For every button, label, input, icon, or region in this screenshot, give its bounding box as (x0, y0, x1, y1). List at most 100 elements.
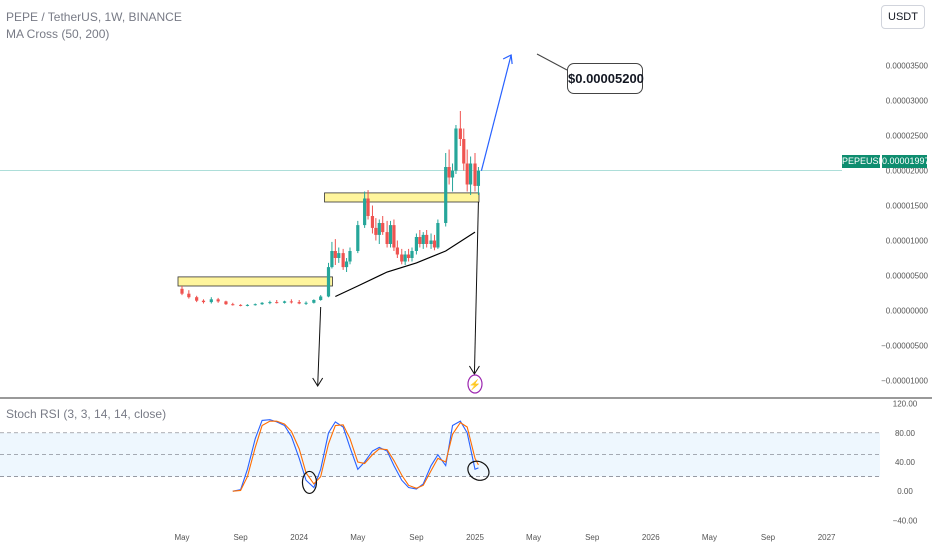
candle-body (395, 247, 399, 255)
candle-body (370, 216, 375, 228)
breakout-arrow-1 (317, 306, 322, 387)
stoch-axis-tick: −40.00 (893, 516, 918, 525)
candle-body (326, 267, 331, 297)
candle-body (462, 139, 466, 164)
x-axis-tick: May (702, 533, 717, 542)
price-axis-tick: 0.00003500 (886, 62, 929, 71)
candle-body (406, 254, 411, 258)
candle-body (282, 301, 287, 303)
candle-body (388, 225, 393, 244)
candle-body (421, 234, 425, 244)
candle-body (385, 232, 389, 244)
candle-body (289, 301, 293, 303)
price-axis-tick: 0.00002000 (886, 167, 929, 176)
stoch-axis-tick: 40.00 (895, 458, 916, 467)
candle-body (180, 288, 184, 294)
x-axis-tick: 2024 (290, 533, 308, 542)
candle-body (216, 299, 220, 302)
x-axis-tick: Sep (761, 533, 776, 542)
candle-body (414, 237, 418, 251)
candle-body (268, 302, 272, 304)
candle-body (260, 302, 264, 305)
x-axis-tick: May (350, 533, 365, 542)
candle-body (410, 251, 414, 258)
candle-body (381, 223, 385, 233)
candle-body (209, 299, 213, 303)
candle-body (363, 198, 367, 226)
candle-body (348, 251, 352, 262)
candle-body (239, 304, 243, 306)
candle-body (447, 167, 451, 178)
x-axis-tick: 2026 (642, 533, 660, 542)
candle-body (469, 163, 473, 185)
candle-body (425, 234, 429, 244)
callout-pointer (536, 53, 568, 71)
candle-body (312, 300, 316, 303)
candle-body (473, 163, 477, 186)
price-axis-tick: 0.00001500 (886, 202, 929, 211)
candle-body (344, 261, 349, 268)
breakout-arrow-2 (473, 201, 479, 375)
candle-body (195, 297, 199, 301)
x-axis-tick: Sep (585, 533, 600, 542)
stoch-axis-tick: 0.00 (897, 487, 913, 496)
candle-body (275, 302, 279, 304)
symbol-price-tag: PEPEUSDT (842, 155, 891, 168)
candle-body (450, 170, 455, 178)
candle-body (465, 163, 469, 185)
support-zone (177, 276, 333, 287)
candle-body (403, 254, 407, 262)
candle-body (297, 302, 301, 304)
stoch-band-fill (0, 432, 880, 477)
x-axis-tick: May (526, 533, 541, 542)
candle-body (341, 253, 345, 268)
candle-body (253, 304, 257, 306)
price-axis-tick: 0.00000000 (886, 307, 929, 316)
candle-body (444, 167, 448, 223)
price-axis-tick: −0.00001000 (881, 377, 928, 386)
candle-body (400, 254, 404, 262)
candle-body (187, 293, 191, 298)
symbol-title: PEPE / TetherUS, 1W, BINANCE (6, 10, 182, 24)
candle-body (418, 237, 422, 244)
candle-body (454, 128, 458, 171)
candle-body (366, 198, 370, 216)
crossover-circle (467, 460, 490, 481)
last-price-tag: 0.00001997 (882, 155, 930, 168)
breakout-arrow-2-head (468, 365, 480, 375)
candle-body (201, 300, 206, 303)
stoch-d-line (232, 420, 479, 492)
lightning-marker (467, 374, 483, 394)
target-arrow-head (502, 54, 513, 65)
candle-body (429, 240, 433, 244)
candle-body (432, 240, 437, 248)
candle-body (337, 253, 341, 258)
stoch-axis-tick: 120.00 (893, 400, 918, 409)
target-arrow-line (480, 54, 512, 171)
candle-body (245, 304, 250, 306)
price-axis-tick: 0.00001000 (886, 237, 929, 246)
breakout-arrow-1-head (312, 377, 324, 387)
target-price-callout[interactable]: $0.00005200 (567, 63, 644, 94)
price-axis-tick: 0.00000500 (886, 272, 929, 281)
candle-body (319, 296, 323, 300)
indicator-title: MA Cross (50, 200) (6, 27, 110, 41)
price-axis-tick: 0.00003000 (886, 97, 929, 106)
currency-button[interactable]: USDT (881, 5, 925, 29)
candle-body (224, 301, 228, 305)
candle-body (374, 227, 378, 235)
lightning-icon: ⚡ (469, 378, 481, 391)
x-axis-tick: 2025 (466, 533, 484, 542)
candle-body (392, 225, 396, 248)
candle-body (333, 251, 337, 258)
x-axis-tick: Sep (409, 533, 424, 542)
candle-body (458, 128, 462, 139)
stoch-axis-tick: 80.00 (895, 429, 916, 438)
candle-body (330, 251, 334, 268)
candle-body (231, 304, 235, 306)
x-axis-tick: Sep (233, 533, 248, 542)
oversold-circle (301, 470, 318, 495)
candle-body (476, 170, 481, 186)
